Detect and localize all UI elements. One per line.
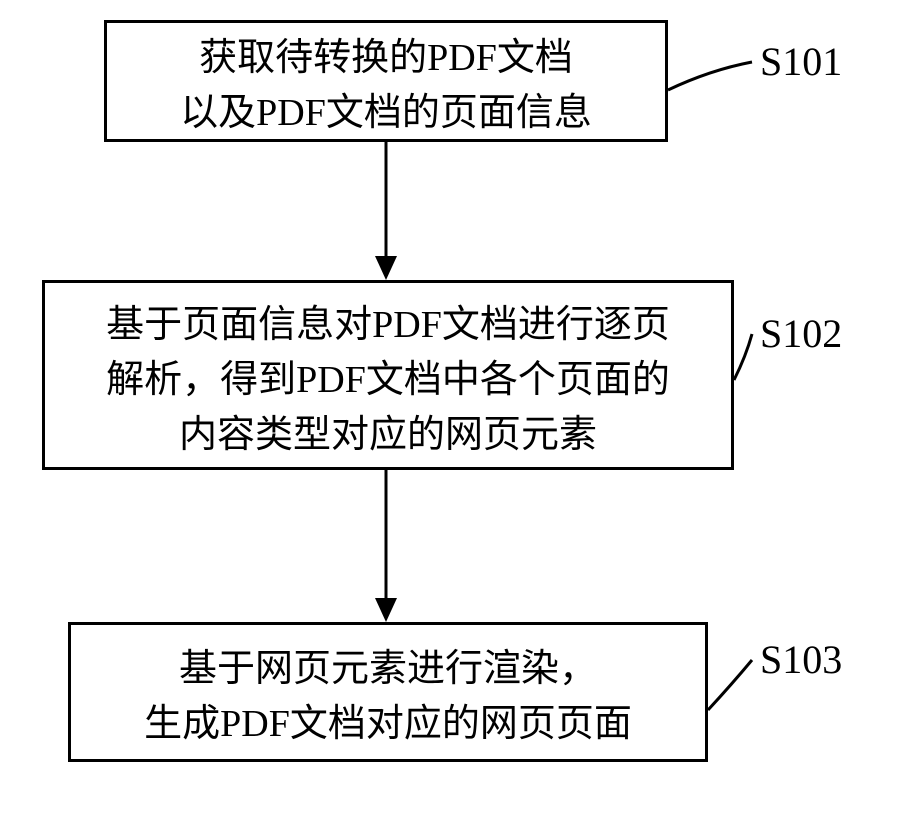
flow-node-s103: 基于网页元素进行渲染，生成PDF文档对应的网页页面 <box>68 622 708 762</box>
flow-edge-s102-s103 <box>366 470 406 622</box>
flow-node-s103-line: 基于网页元素进行渲染， <box>179 637 597 692</box>
label-connector-s101 <box>664 58 756 94</box>
flow-label-s103: S103 <box>760 636 842 683</box>
label-connector-s103 <box>704 656 756 714</box>
flow-node-s102: 基于页面信息对PDF文档进行逐页解析，得到PDF文档中各个页面的内容类型对应的网… <box>42 280 734 470</box>
flow-node-s102-line: 内容类型对应的网页元素 <box>179 403 597 458</box>
flow-node-s101-line: 以及PDF文档的页面信息 <box>180 81 592 136</box>
flowchart-canvas: 获取待转换的PDF文档以及PDF文档的页面信息 S101 基于页面信息对PDF文档进… <box>0 0 911 813</box>
flow-node-s101-line: 获取待转换的PDF文档 <box>199 26 573 81</box>
flow-node-s103-line: 生成PDF文档对应的网页页面 <box>144 692 632 747</box>
flow-node-s102-line: 基于页面信息对PDF文档进行逐页 <box>106 293 670 348</box>
flow-edge-s101-s102 <box>366 142 406 280</box>
flow-label-s101: S101 <box>760 38 842 85</box>
flow-node-s101: 获取待转换的PDF文档以及PDF文档的页面信息 <box>104 20 668 142</box>
flow-label-s102: S102 <box>760 310 842 357</box>
flow-node-s102-line: 解析，得到PDF文档中各个页面的 <box>106 348 670 403</box>
